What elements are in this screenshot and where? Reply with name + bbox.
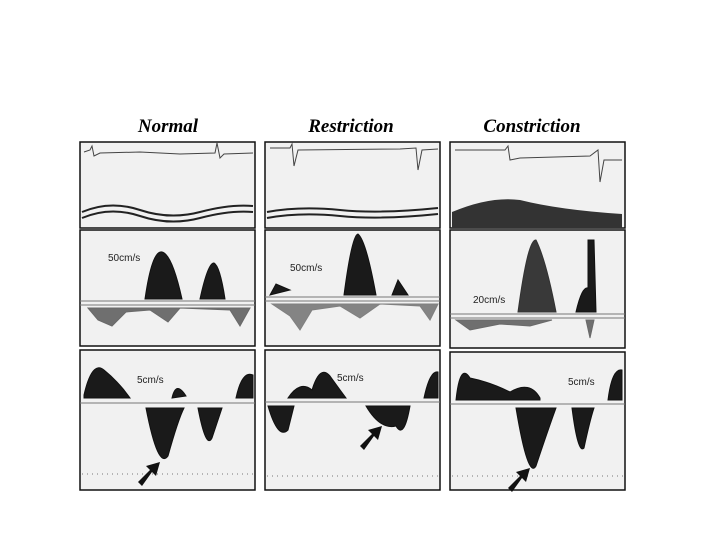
column-title: Restriction <box>307 116 394 137</box>
column-constriction: Constriction 20cm/s 5cm/s <box>449 116 626 492</box>
m-mode-panel <box>264 141 441 229</box>
ecg-trace <box>83 142 254 160</box>
e-prime-wave <box>515 407 557 469</box>
e-prime-wave <box>145 407 185 459</box>
systolic-wave <box>287 371 347 399</box>
column-title: Constriction <box>483 116 580 137</box>
a-wave <box>575 239 597 313</box>
reverse-flow <box>454 319 595 339</box>
reverse-flow <box>270 303 439 331</box>
wall-band <box>81 210 254 223</box>
column-title: Normal <box>137 116 199 137</box>
arrow <box>360 426 382 450</box>
velocity-label: 50cm/s <box>290 263 322 274</box>
wall-band <box>81 204 254 217</box>
velocity-label: 20cm/s <box>473 295 505 306</box>
e-prime-wave <box>365 405 411 431</box>
a-wave <box>269 278 409 296</box>
e-wave <box>343 233 377 296</box>
reverse-flow <box>86 307 251 327</box>
systolic-wave <box>83 367 131 399</box>
column-restriction: Restriction 50cm/s 5cm/s <box>264 116 441 491</box>
a-wave <box>199 262 226 300</box>
velocity-label: 5cm/s <box>568 377 595 388</box>
ecg-trace <box>270 142 439 171</box>
wall-band <box>266 207 439 213</box>
systolic-wave <box>171 373 254 399</box>
wall-band <box>266 213 439 219</box>
a-prime-wave <box>267 405 295 433</box>
velocity-label: 5cm/s <box>137 375 164 386</box>
wall-band <box>452 199 622 228</box>
systolic-wave <box>423 371 439 399</box>
velocity-label: 5cm/s <box>337 373 364 384</box>
arrow <box>138 462 160 486</box>
tissue-doppler-panel <box>264 349 441 491</box>
a-prime-wave <box>197 407 223 442</box>
arrow <box>508 468 530 492</box>
tissue-doppler-panel <box>449 351 626 491</box>
systolic-wave <box>607 369 623 401</box>
column-normal: Normal 50cm/s 5cm/s <box>79 116 256 491</box>
e-wave <box>517 239 557 313</box>
velocity-label: 50cm/s <box>108 253 140 264</box>
systolic-wave <box>455 372 541 401</box>
e-wave <box>144 251 183 300</box>
a-prime-wave <box>571 407 595 450</box>
ecg-trace <box>455 144 622 183</box>
